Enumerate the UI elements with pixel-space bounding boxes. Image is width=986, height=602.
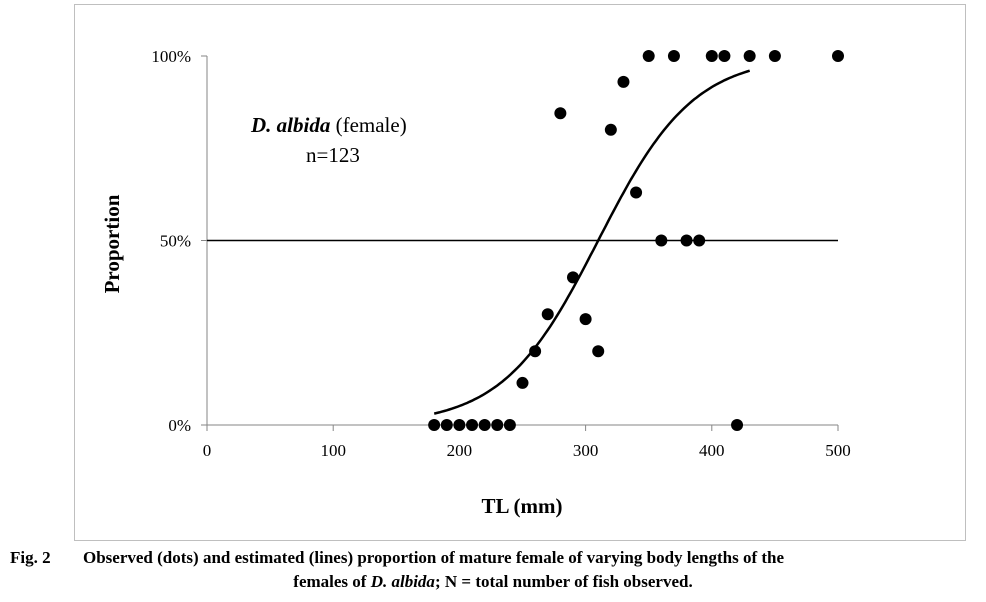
- caption-line1: Observed (dots) and estimated (lines) pr…: [83, 548, 785, 567]
- chart-frame: [74, 4, 966, 541]
- species-name: D. albida: [250, 113, 330, 137]
- caption-line2-post: ; N = total number of fish observed.: [434, 572, 693, 591]
- x-tick-label: 100: [320, 441, 346, 460]
- observed-point: [453, 419, 466, 431]
- annotation-n: n=123: [306, 143, 360, 167]
- observed-point: [491, 419, 504, 431]
- observed-point: [604, 123, 617, 136]
- observed-point: [466, 419, 479, 431]
- observed-point: [743, 50, 756, 62]
- estimated-curve: [433, 69, 751, 415]
- x-tick-label: 300: [573, 441, 599, 460]
- observed-point: [428, 419, 441, 431]
- observed-point: [680, 234, 693, 247]
- observed-point: [566, 271, 579, 284]
- observed-point: [667, 50, 680, 62]
- observed-point: [503, 419, 516, 431]
- observed-point: [554, 107, 567, 120]
- y-tick-label: 0%: [168, 416, 191, 435]
- x-tick-label: 0: [203, 441, 212, 460]
- observed-point: [440, 419, 453, 431]
- observed-point: [529, 345, 542, 358]
- caption-line2-pre: females of: [293, 572, 371, 591]
- observed-point: [832, 50, 844, 62]
- observed-point: [541, 308, 554, 321]
- x-tick-label: 500: [825, 441, 851, 460]
- observed-point: [630, 186, 643, 199]
- observed-point: [642, 50, 655, 62]
- annotation-species: D. albida (female): [250, 113, 407, 137]
- y-tick-label: 50%: [160, 232, 191, 251]
- observed-point: [731, 419, 744, 431]
- observed-point: [617, 75, 630, 88]
- sex-label: (female): [330, 113, 406, 137]
- observed-point: [516, 376, 529, 389]
- figure-number: Fig. 2: [10, 548, 51, 567]
- x-tick-label: 200: [447, 441, 473, 460]
- y-tick-label: 100%: [151, 47, 191, 66]
- y-axis-label: Proportion: [100, 194, 124, 293]
- observed-point: [768, 50, 781, 62]
- x-axis-label: TL (mm): [481, 494, 562, 518]
- observed-point: [592, 345, 605, 358]
- observed-point: [579, 313, 592, 326]
- observed-point: [478, 419, 491, 431]
- caption-species: D. albida: [370, 572, 435, 591]
- observed-point: [655, 234, 668, 247]
- observed-point: [705, 50, 718, 62]
- observed-point: [693, 234, 706, 247]
- observed-point: [718, 50, 731, 62]
- x-tick-label: 400: [699, 441, 725, 460]
- chart: 0 100 200 300 400 500 0% 50% 100% Proportion TL …: [100, 47, 851, 518]
